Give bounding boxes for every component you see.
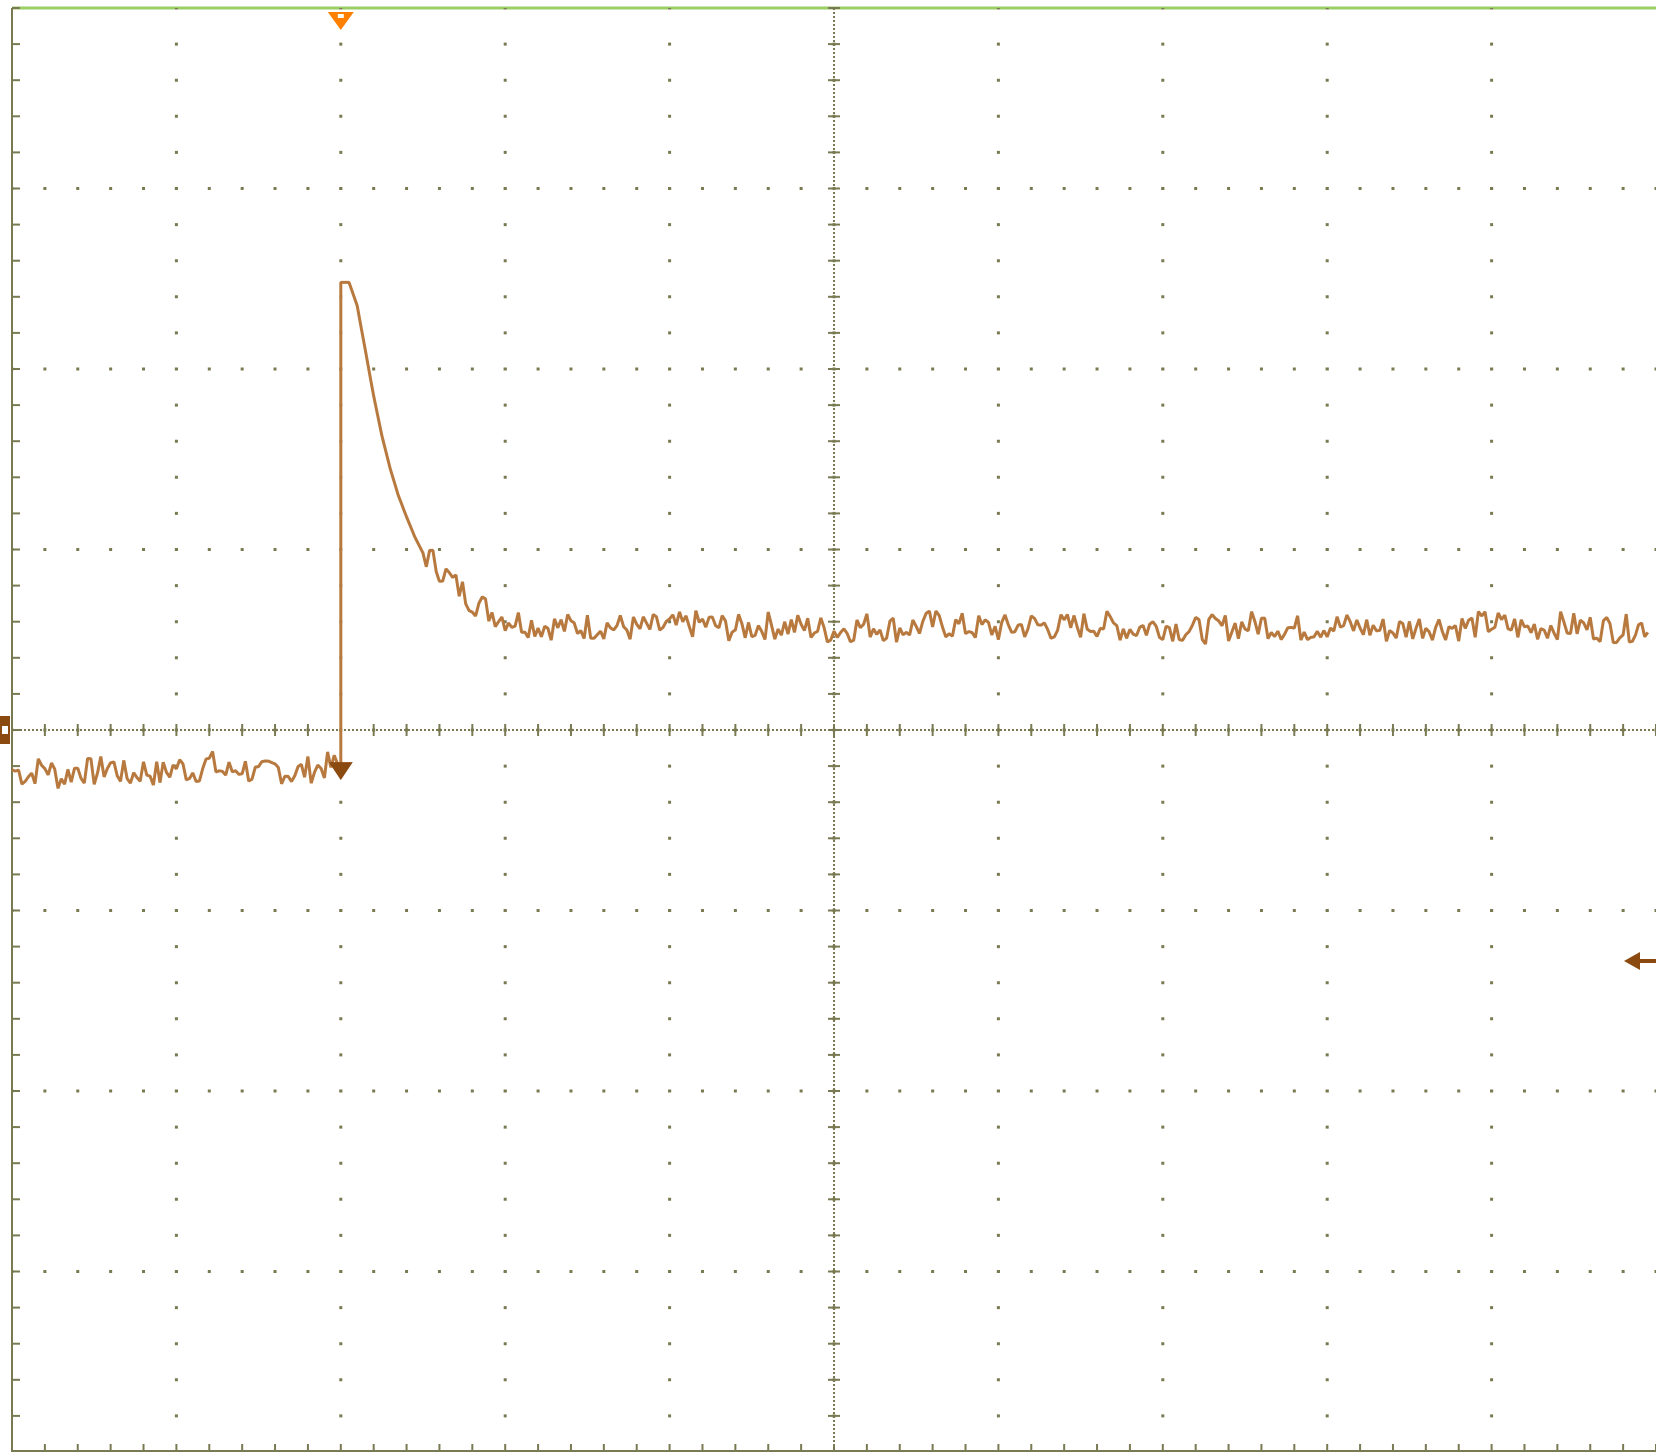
trigger-point-marker bbox=[328, 762, 353, 781]
signal-trace bbox=[11, 280, 1650, 789]
markers bbox=[0, 12, 1656, 971]
trace-line bbox=[11, 280, 1650, 789]
grid bbox=[11, 7, 1656, 1452]
trigger-level-arrow-head bbox=[1624, 952, 1640, 971]
trigger-position-marker bbox=[327, 12, 354, 30]
trigger-position-marker-notch bbox=[337, 14, 344, 18]
channel-ground-marker-notch bbox=[2, 726, 8, 734]
